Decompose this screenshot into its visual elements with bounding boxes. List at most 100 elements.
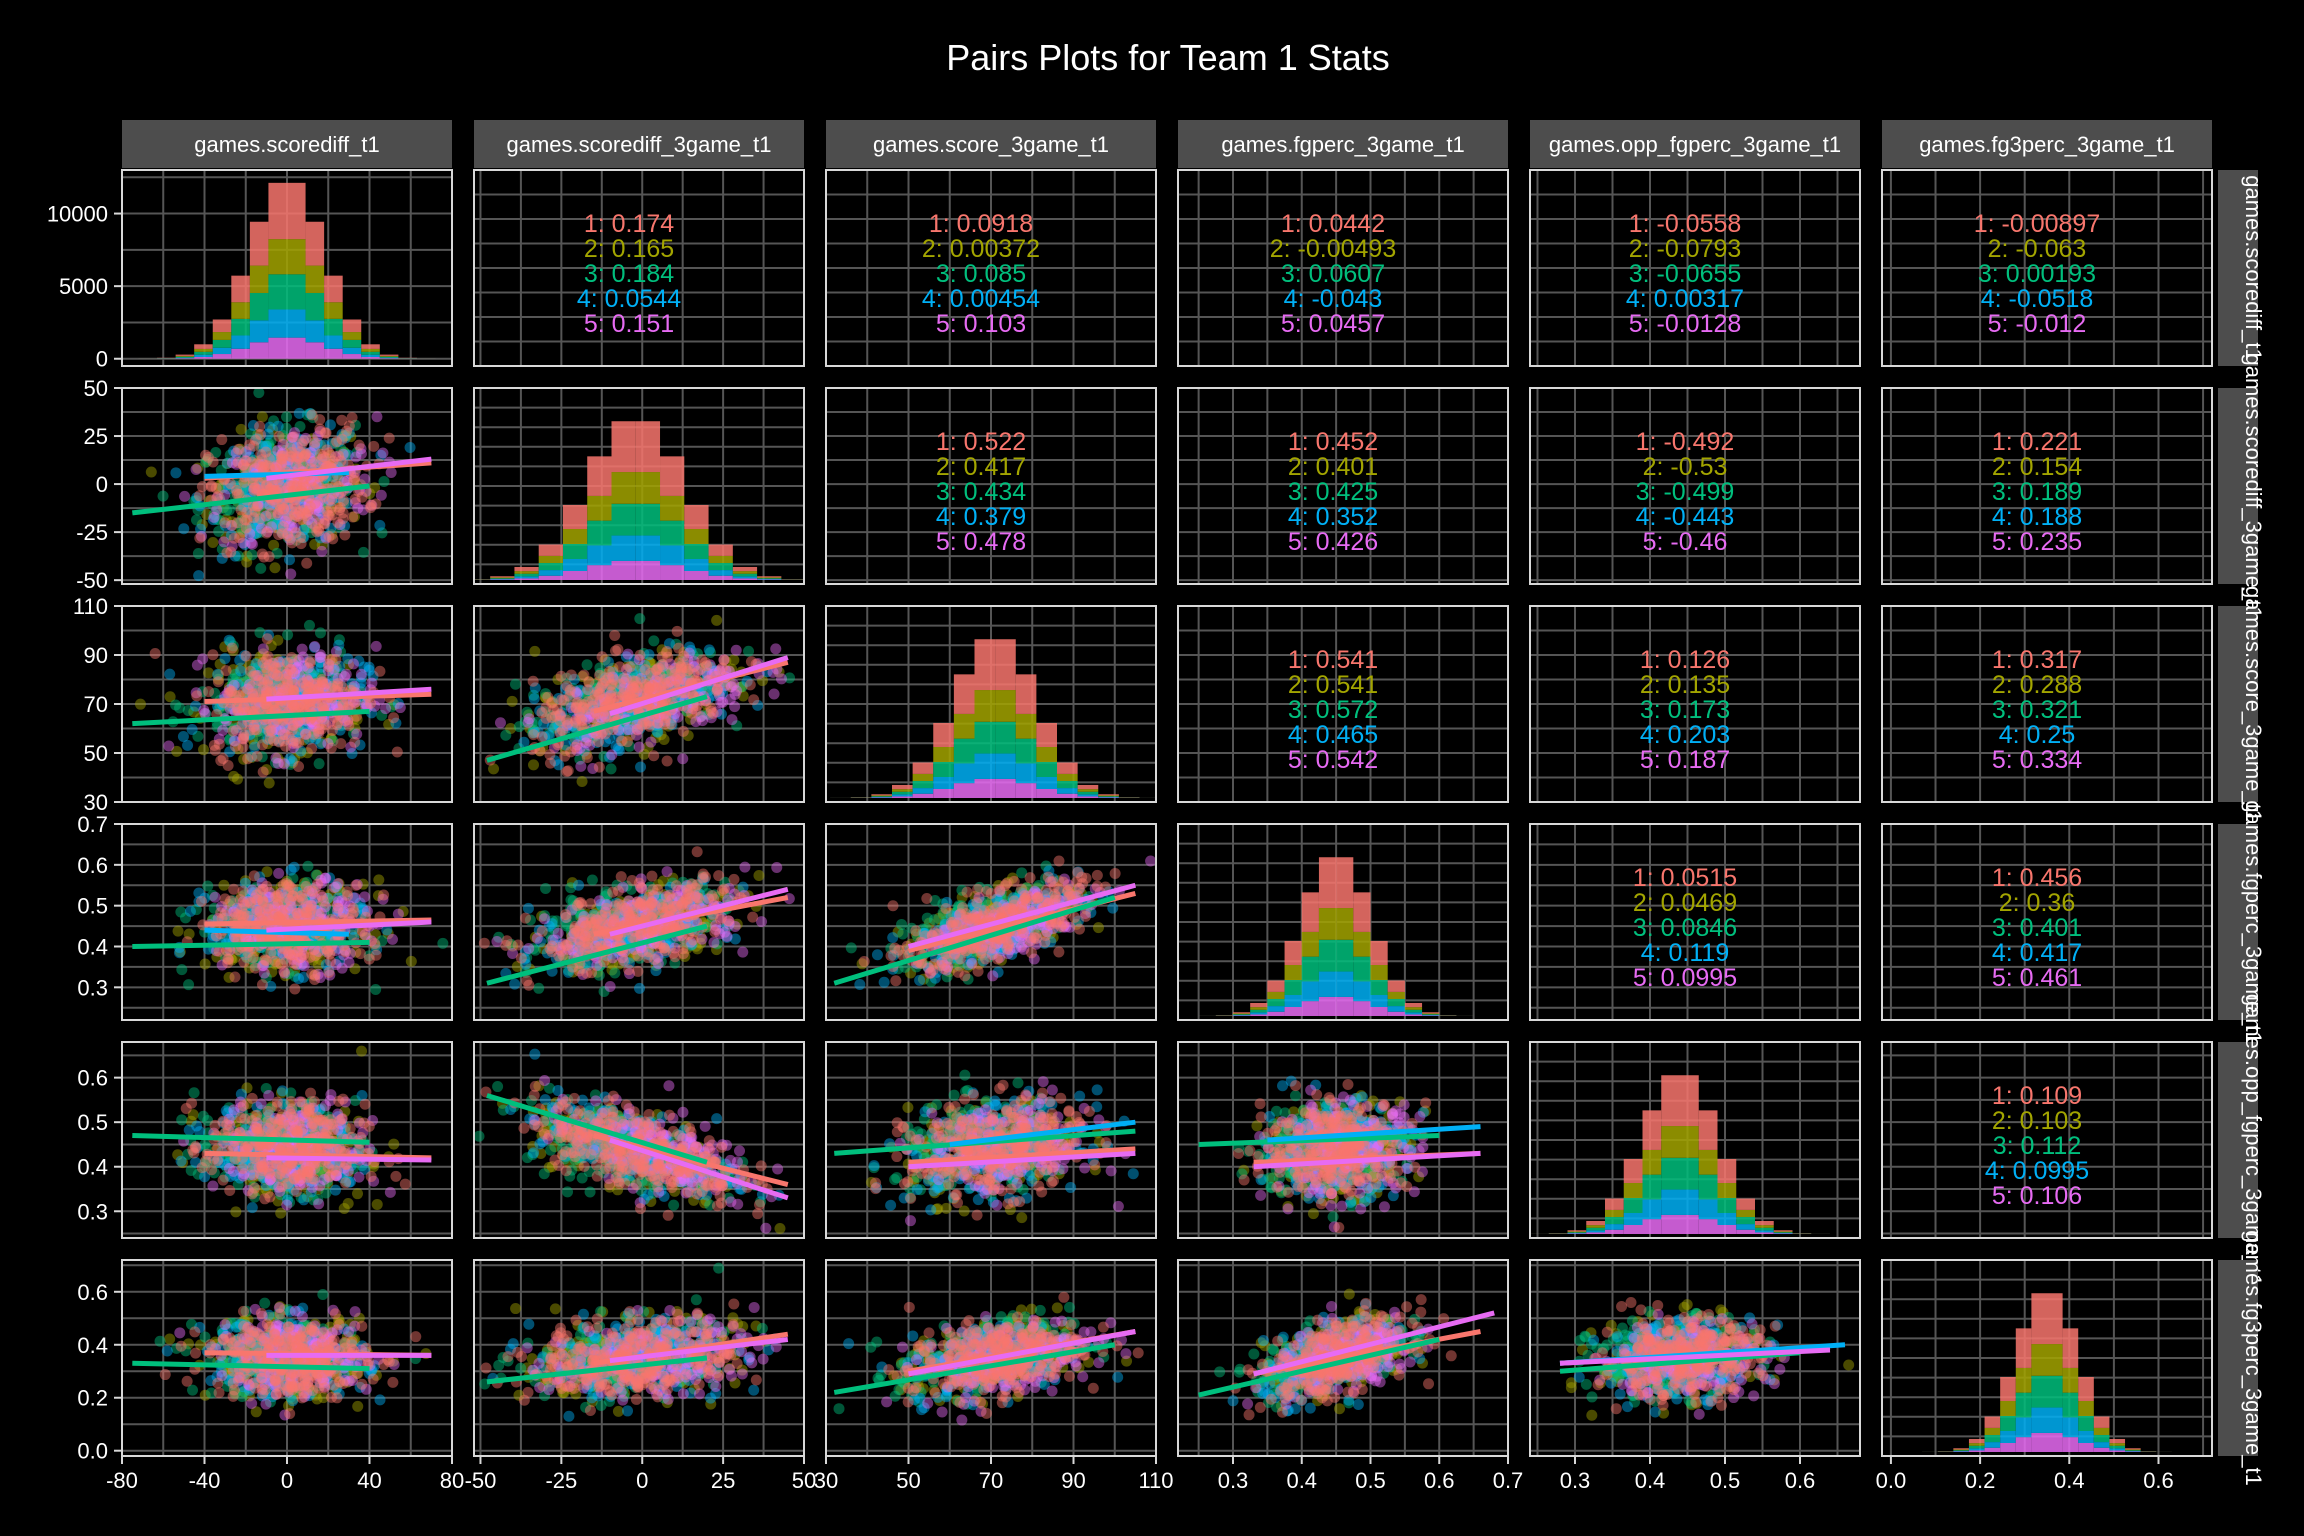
scatter-point (268, 717, 280, 729)
scatter-point (305, 477, 317, 489)
scatter-point (578, 669, 590, 681)
correlation-value: 2: 0.165 (584, 235, 674, 263)
row-strip (2218, 1260, 2258, 1456)
scatter-point (289, 511, 301, 523)
scatter-point (271, 498, 283, 510)
scatter-point (318, 713, 330, 725)
histogram-bar (871, 796, 892, 798)
scatter-point (231, 488, 243, 500)
scatter-point (345, 431, 357, 443)
scatter-point (678, 650, 690, 662)
scatter-point (207, 514, 219, 526)
scatter-point (314, 506, 326, 518)
scatter-point (240, 676, 252, 688)
scatter-point (284, 671, 296, 683)
histogram-bar (974, 639, 996, 691)
scatter-point (264, 499, 276, 511)
scatter-point (303, 733, 315, 745)
scatter-point (282, 685, 294, 697)
scatter-point (286, 451, 298, 463)
scatter-point (594, 669, 606, 681)
scatter-point (260, 700, 272, 712)
row-strip-label: games.fgperc_3game_t1 (2241, 800, 2266, 1043)
scatter-point (256, 751, 268, 763)
scatter-point (263, 460, 275, 472)
scatter-point (249, 504, 261, 516)
scatter-point (287, 737, 299, 749)
scatter-point (224, 636, 236, 648)
scatter-point (768, 688, 780, 700)
scatter-point (264, 680, 276, 692)
row-strip (2218, 606, 2258, 802)
correlation-value: 5: 0.0457 (1281, 310, 1385, 338)
scatter-point (254, 651, 266, 663)
row-strip-label: games.opp_fgperc_3game_t1 (2241, 994, 2266, 1286)
histogram-bar (1015, 763, 1037, 784)
scatter-point (278, 503, 290, 515)
scatter-point (240, 688, 252, 700)
scatter-point (182, 704, 194, 716)
scatter-point (213, 733, 225, 745)
scatter-point (235, 702, 247, 714)
scatter-point (509, 678, 521, 690)
scatter-point (222, 479, 234, 491)
scatter-point (232, 743, 244, 755)
scatter-point (669, 666, 681, 678)
scatter-point (328, 676, 340, 688)
scatter-point (278, 660, 290, 672)
scatter-point (355, 671, 367, 683)
scatter-point (318, 473, 330, 485)
scatter-point (303, 676, 315, 688)
scatter-point (726, 714, 738, 726)
scatter-point (279, 657, 291, 669)
histogram-bar (305, 320, 325, 343)
scatter-point (240, 483, 252, 495)
scatter-point (211, 492, 223, 504)
scatter-point (205, 481, 217, 493)
scatter-point (322, 665, 334, 677)
scatter-point (279, 676, 291, 688)
correlation-value: 1: 0.174 (584, 210, 674, 238)
scatter-point (304, 452, 316, 464)
correlation-value: 1: -0.00897 (1974, 210, 2101, 238)
scatter-point (271, 670, 283, 682)
histogram-bar (995, 639, 1016, 691)
correlation-value: 1: 0.317 (1992, 646, 2082, 674)
scatter-point (555, 670, 567, 682)
scatter-point (262, 680, 274, 692)
scatter-point (569, 741, 581, 753)
scatter-point (353, 655, 365, 667)
scatter-point (614, 661, 626, 673)
scatter-point (317, 677, 329, 689)
scatter-point (301, 722, 313, 734)
scatter-point (234, 529, 246, 541)
correlation-value: 5: 0.103 (936, 310, 1026, 338)
scatter-point (241, 683, 253, 695)
scatter-point (240, 455, 252, 467)
scatter-point (304, 669, 316, 681)
scatter-point (298, 682, 310, 694)
scatter-point (248, 721, 260, 733)
scatter-point (323, 661, 335, 673)
scatter-point (229, 707, 241, 719)
scatter-point (238, 956, 250, 968)
scatter-point (273, 676, 285, 688)
scatter-point (268, 539, 280, 551)
scatter-point (247, 688, 259, 700)
scatter-point (294, 505, 306, 517)
scatter-point (313, 719, 325, 731)
scatter-point (325, 955, 337, 967)
histogram-bar (587, 495, 612, 521)
correlation-value: 5: -0.46 (1643, 528, 1728, 556)
scatter-point (336, 428, 348, 440)
scatter-point (333, 504, 345, 516)
scatter-point (301, 673, 313, 685)
scatter-point (375, 449, 387, 461)
scatter-point (328, 663, 340, 675)
histogram-bar (212, 332, 232, 340)
scatter-point (263, 725, 275, 737)
scatter-point (259, 455, 271, 467)
scatter-point (270, 687, 282, 699)
histogram-bar (611, 421, 636, 473)
scatter-point (266, 669, 278, 681)
